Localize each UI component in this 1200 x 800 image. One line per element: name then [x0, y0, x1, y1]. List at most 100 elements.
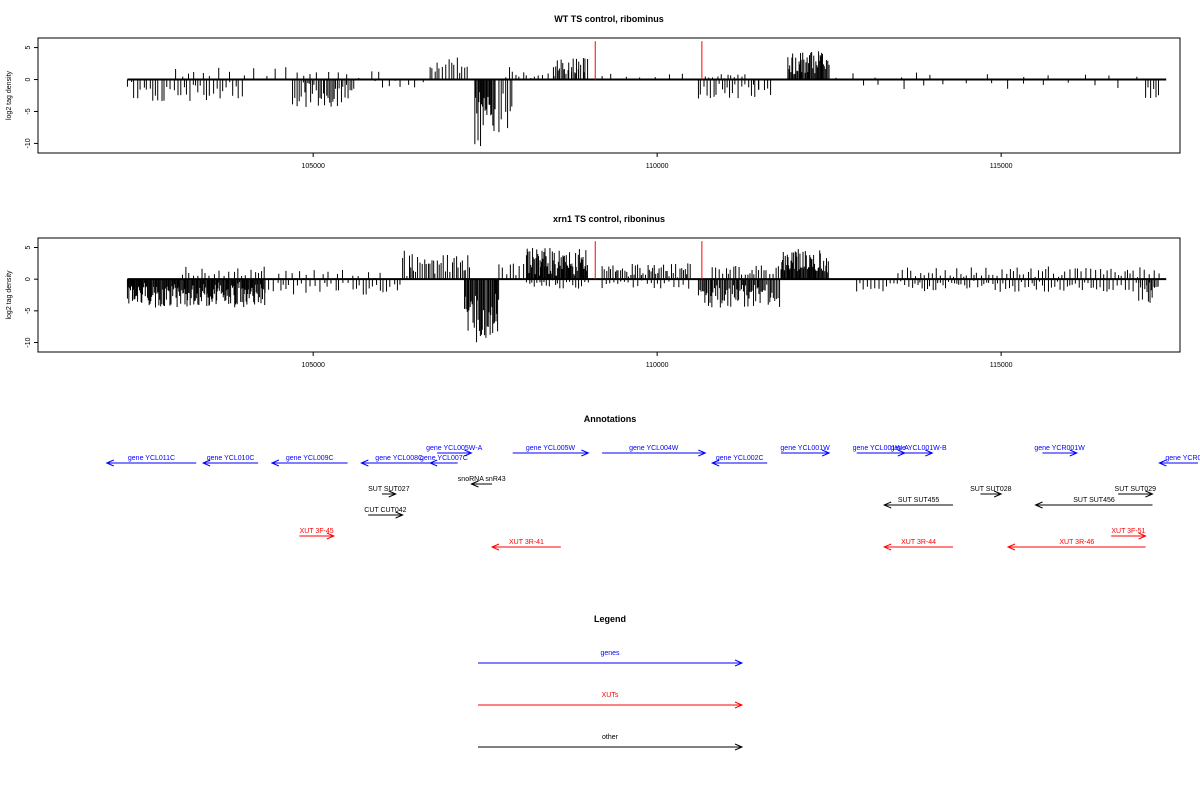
feature-label: XUT 3R-44 [901, 539, 936, 546]
feature-arrow [1111, 532, 1147, 540]
y-axis-label: log2 tag density [6, 70, 13, 120]
feature-arrow [1006, 543, 1146, 551]
feature-arrow [512, 449, 590, 457]
arrow-head [581, 449, 590, 457]
chart-title: xrn1 TS control, riboninus [553, 214, 665, 224]
legend-title: Legend [594, 614, 626, 624]
chart-title: WT TS control, ribominus [554, 14, 664, 24]
arrow-head [470, 480, 479, 488]
feature-arrow [299, 532, 336, 540]
legend-arrow [478, 701, 744, 709]
legend-arrow [478, 743, 744, 751]
feature-genes: gene YCL011C [105, 455, 197, 467]
arrow-head [734, 659, 744, 667]
legend-arrow [478, 659, 744, 667]
feature-other: SUT SUT455 [882, 497, 953, 509]
arrow-head [395, 511, 404, 519]
y-tick-label: 0 [25, 277, 32, 281]
y-tick-label: 5 [25, 245, 32, 249]
feature-other: SUT SUT456 [1034, 497, 1153, 509]
x-tick-label: 105000 [302, 362, 325, 369]
feature-arrow [780, 449, 831, 457]
y-tick-label: 5 [25, 46, 32, 50]
legend-label: genes [600, 650, 620, 657]
feature-arrow [381, 490, 398, 498]
annotations-title: Annotations [584, 414, 637, 424]
legend: Legend genes XUTs other [478, 614, 744, 751]
feature-arrow [1034, 501, 1153, 509]
signal-bars [126, 51, 1160, 147]
feature-label: gene YCL011C [128, 455, 175, 462]
feature-label: gene YCL008C [375, 455, 423, 462]
feature-arrow [201, 459, 259, 467]
x-tick-label: 115000 [990, 362, 1013, 369]
feature-arrow [904, 449, 934, 457]
feature-genes: gene YCL005W-A [426, 445, 483, 457]
feature-arrow [105, 459, 197, 467]
y-tick-label: 0 [25, 77, 32, 81]
feature-other: SUT SUT027 [368, 486, 410, 498]
arrow-head [464, 449, 473, 457]
legend-item-genes: genes [478, 650, 744, 667]
feature-label: gene YCL010C [207, 455, 255, 462]
arrow-head [360, 459, 369, 467]
arrow-head [201, 459, 211, 467]
legend-label: other [602, 734, 619, 741]
feature-label: XUT 3R-46 [1059, 539, 1094, 546]
arrow-head [1145, 490, 1154, 498]
feature-label: gene YCL001W [780, 445, 830, 452]
feature-label: XUT 3R-41 [509, 539, 544, 546]
feature-xuts: XUT 3F-45 [299, 528, 336, 540]
feature-genes: gene YCL009C [270, 455, 348, 467]
signal-panel-1: WT TS control, ribominus log2 tag density… [6, 14, 1181, 170]
legend-item-other: other [478, 734, 744, 751]
feature-xuts: XUT 3F-51 [1111, 528, 1147, 540]
feature-label: SUT SUT028 [970, 486, 1012, 493]
arrow-head [270, 459, 280, 467]
arrow-head [710, 459, 720, 467]
feature-genes: gene YCL002C [710, 455, 768, 467]
arrow-head [388, 490, 398, 498]
feature-xuts: XUT 3R-41 [490, 539, 561, 551]
feature-genes: gene YCL005W [512, 445, 590, 457]
feature-genes: gene YCL001W [780, 445, 831, 457]
feature-arrow [882, 543, 953, 551]
feature-arrow [1042, 449, 1079, 457]
feature-label: gene YCL005W-A [426, 445, 482, 452]
feature-arrow [980, 490, 1003, 498]
arrow-head [326, 532, 336, 540]
feature-other: SUT SUT029 [1115, 486, 1157, 498]
feature-label: XUT 3F-51 [1111, 528, 1145, 535]
plot-frame [37, 37, 1181, 154]
y-tick-label: -10 [25, 337, 32, 347]
feature-label: CUT CUT042 [364, 507, 406, 514]
x-tick-label: 105000 [302, 163, 325, 170]
feature-arrow [602, 449, 707, 457]
arrow-head [882, 501, 892, 509]
feature-genes: gene YCR0 [1158, 455, 1200, 467]
arrow-head [1034, 501, 1043, 509]
signal-bars [126, 247, 1160, 343]
feature-arrow [710, 459, 768, 467]
arrow-head [698, 449, 707, 457]
feature-label: SUT SUT455 [898, 497, 940, 504]
feature-genes: gene YCL007C [420, 455, 468, 467]
arrow-head [1006, 543, 1016, 551]
feature-arrow [270, 459, 348, 467]
feature-genes: gene YCL008C [360, 455, 438, 467]
feature-label: gene YCR0 [1165, 455, 1200, 462]
arrow-head [925, 449, 934, 457]
arrow-head [882, 543, 892, 551]
feature-label: gene YCL005W [526, 445, 576, 452]
feature-other: CUT CUT042 [364, 507, 407, 519]
feature-arrow [1158, 459, 1198, 467]
feature-label: SUT SUT456 [1073, 497, 1115, 504]
feature-label: SUT SUT029 [1115, 486, 1157, 493]
arrow-head [821, 449, 831, 457]
feature-arrow [490, 543, 561, 551]
x-tick-label: 110000 [646, 362, 669, 369]
x-tick-label: 110000 [646, 163, 669, 170]
arrow-head [993, 490, 1003, 498]
feature-label: gene YCL001W-B [890, 445, 946, 452]
